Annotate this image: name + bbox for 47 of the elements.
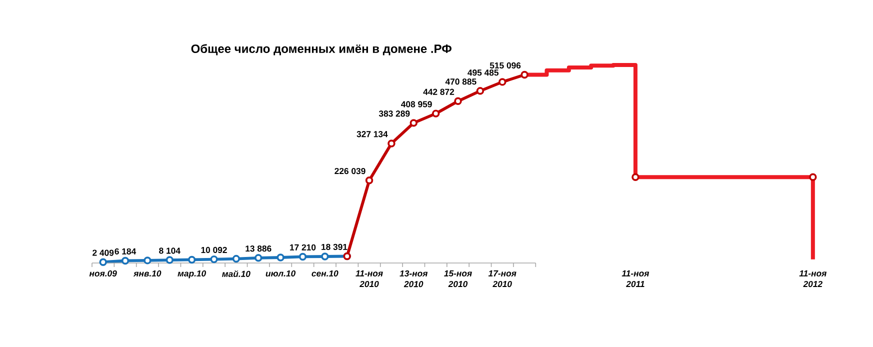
point [232, 254, 240, 263]
data-label: 13 886 [246, 246, 272, 252]
x-tick-label: сен.10 [312, 270, 338, 277]
point [520, 70, 528, 79]
x-tick-label: янв.10 [133, 270, 162, 277]
point [365, 176, 374, 184]
data-label: 442 872 [423, 88, 454, 95]
point [144, 256, 152, 264]
x-tick-label: 15-ноя 2010 [444, 270, 472, 288]
data-label: 10 092 [201, 246, 227, 254]
point [388, 140, 396, 148]
point [166, 256, 174, 264]
point [121, 256, 130, 265]
x-tick-label: 11-ноя 2010 [356, 270, 383, 288]
data-label: 2 409 [92, 250, 114, 256]
data-label: 408 959 [401, 101, 432, 108]
data-label: 8 104 [159, 248, 180, 254]
x-tick-label: 11-ноя 2012 [799, 270, 827, 288]
point [498, 78, 506, 86]
chart-title: Общее число доменных имён в домене .РФ [191, 44, 452, 56]
data-label: 18 391 [322, 244, 348, 250]
point [254, 254, 262, 262]
data-label: 470 885 [445, 78, 476, 85]
point [321, 252, 329, 260]
data-label: 327 134 [356, 131, 388, 138]
point [432, 110, 440, 118]
x-tick-label: 13-ноя 2010 [400, 270, 428, 288]
x-tick-label: 17-ноя 2010 [488, 270, 516, 288]
data-label: 6 184 [114, 248, 136, 254]
data-label: 495 485 [468, 70, 499, 76]
point [188, 256, 196, 264]
point [298, 252, 307, 261]
point [410, 119, 418, 127]
data-label: 515 096 [490, 62, 521, 69]
data-label: 383 289 [378, 110, 410, 117]
x-tick-label: ноя.09 [89, 270, 117, 277]
point [454, 97, 462, 106]
x-tick-label: 11-ноя 2011 [622, 270, 650, 288]
data-label: 17 210 [290, 244, 316, 250]
point [210, 255, 218, 264]
point [476, 87, 484, 95]
x-tick-label: июл.10 [266, 270, 296, 277]
point [99, 258, 107, 266]
x-tick-label: май.10 [222, 270, 250, 277]
point [276, 254, 284, 262]
data-label: 226 039 [334, 168, 366, 174]
x-tick-label: мар.10 [178, 270, 206, 278]
